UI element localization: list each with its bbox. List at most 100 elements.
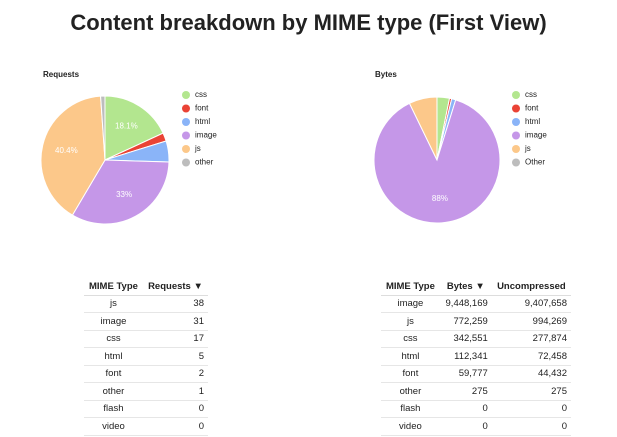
legend-label: image (525, 131, 547, 140)
legend-swatch (512, 104, 520, 113)
legend-swatch (512, 118, 520, 126)
cell: 0 (491, 417, 571, 436)
legend-label: other (195, 158, 214, 167)
legend-swatch (512, 145, 520, 153)
cell: 9,407,658 (491, 295, 571, 313)
header-cell[interactable]: MIME Type (381, 278, 440, 296)
cell: font (381, 365, 440, 383)
cell: image (381, 295, 440, 313)
cell: 112,341 (439, 347, 492, 366)
legend-label: html (195, 117, 210, 126)
header-cell[interactable]: Bytes ▼ (439, 278, 492, 296)
cell: 772,259 (439, 312, 492, 331)
legend-swatch (182, 104, 190, 113)
cell: html (84, 347, 143, 366)
legend-label: js (524, 144, 531, 153)
cell: 0 (491, 400, 571, 418)
row: image 9,448,169 9,407,658 (381, 295, 571, 313)
row: flash 0 0 (381, 400, 571, 418)
cell: js (381, 312, 440, 331)
row: video 0 (84, 417, 208, 436)
row: css 342,551 277,874 (381, 330, 571, 348)
page-title: Content breakdown by MIME type (First Vi… (70, 10, 547, 35)
chart-title: Bytes (375, 70, 397, 79)
cell: 275 (491, 382, 571, 401)
legend-label: html (525, 117, 540, 126)
row: font 59,777 44,432 (381, 365, 571, 383)
cell: 44,432 (491, 365, 571, 383)
pie-slice (40, 95, 106, 216)
legend-label: font (525, 104, 539, 113)
row: other 1 (84, 382, 208, 401)
requests-table: MIME Type Requests ▼ js 38 image 31 css 17 html 5… (84, 278, 208, 436)
cell: 38 (142, 295, 208, 313)
cell: js (84, 295, 143, 313)
pie-slice (373, 99, 501, 224)
legend-swatch (182, 131, 190, 140)
legend-label: image (195, 131, 217, 140)
cell: 72,458 (491, 347, 571, 366)
slice-label: 88% (432, 194, 448, 203)
legend-swatch (512, 91, 520, 99)
cell: 9,448,169 (439, 295, 492, 313)
legend-swatch (182, 158, 190, 167)
pie-slice (104, 95, 164, 161)
legend-label: css (195, 90, 207, 99)
chart-title: Requests (43, 70, 80, 79)
cell: 17 (142, 330, 208, 348)
slice-label: 33% (116, 190, 132, 199)
row: other 275 275 (381, 382, 571, 401)
cell: image (84, 312, 143, 331)
legend-swatch (512, 131, 520, 140)
header-cell[interactable]: MIME Type (84, 278, 143, 296)
legend-swatch (182, 118, 190, 126)
header-row: MIME Type Requests ▼ (84, 278, 208, 296)
row: image 31 (84, 312, 208, 331)
cell: 0 (142, 417, 208, 436)
cell: 0 (439, 400, 492, 418)
row: video 0 0 (381, 417, 571, 436)
cell: css (84, 330, 143, 348)
cell: 275 (439, 382, 492, 401)
row: js 38 (84, 295, 208, 313)
legend-label: Other (525, 158, 545, 167)
cell: 5 (142, 347, 208, 366)
cell: 0 (142, 400, 208, 418)
row: html 112,341 72,458 (381, 347, 571, 366)
header-cell[interactable]: Requests ▼ (142, 278, 208, 296)
cell: flash (381, 400, 440, 418)
cell: 277,874 (491, 330, 571, 348)
cell: html (381, 347, 440, 366)
row: css 17 (84, 330, 208, 348)
cell: 342,551 (439, 330, 492, 348)
row: font 2 (84, 365, 208, 383)
charts: Requests 18.1% 33% 40.4% css font html image js o… (40, 70, 547, 225)
cell: 59,777 (439, 365, 492, 383)
header-cell[interactable]: Uncompressed (491, 278, 571, 296)
cell: video (84, 417, 143, 436)
row: html 5 (84, 347, 208, 366)
cell: other (381, 382, 440, 401)
header-row: MIME Type Bytes ▼ Uncompressed (381, 278, 571, 296)
cell: other (84, 382, 143, 401)
legend-label: js (194, 144, 201, 153)
pie-slice (71, 159, 170, 225)
slice-label: 18.1% (115, 122, 138, 131)
cell: font (84, 365, 143, 383)
cell: flash (84, 400, 143, 418)
legend-label: css (525, 90, 537, 99)
legend-label: font (195, 104, 209, 113)
legend-swatch (512, 158, 520, 167)
cell: css (381, 330, 440, 348)
cell: 2 (142, 365, 208, 383)
row: js 772,259 994,269 (381, 312, 571, 331)
row: flash 0 (84, 400, 208, 418)
cell: 994,269 (491, 312, 571, 331)
slice-label: 40.4% (55, 146, 78, 155)
cell: 31 (142, 312, 208, 331)
cell: video (381, 417, 440, 436)
cell: 0 (439, 417, 492, 436)
bytes-table: MIME Type Bytes ▼ Uncompressed image 9,448,1… (381, 278, 571, 436)
legend-swatch (182, 91, 190, 99)
